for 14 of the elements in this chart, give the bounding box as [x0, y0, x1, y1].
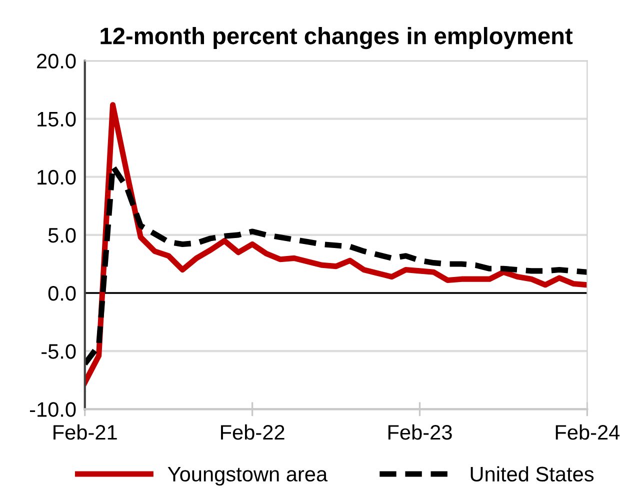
y-tick-label: 5.0 [48, 228, 76, 243]
x-tick-label: Feb-23 [388, 424, 452, 440]
y-tick-label: 20.0 [37, 54, 76, 69]
y-tick-label: 0.0 [48, 286, 76, 301]
legend-label: Youngstown area [168, 466, 328, 486]
x-tick-label: Feb-21 [54, 424, 117, 440]
y-tick-label: 10.0 [38, 170, 76, 185]
y-tick-label: 15.0 [38, 112, 76, 127]
y-tick-label: -5.0 [42, 344, 76, 359]
legend-label: United States [470, 466, 594, 482]
x-tick-label: Feb-24 [556, 424, 620, 440]
y-tick-label: -10.0 [30, 402, 76, 417]
x-tick-label: Feb-22 [221, 424, 284, 440]
chart-title: 12-month percent changes in employment [100, 26, 573, 50]
